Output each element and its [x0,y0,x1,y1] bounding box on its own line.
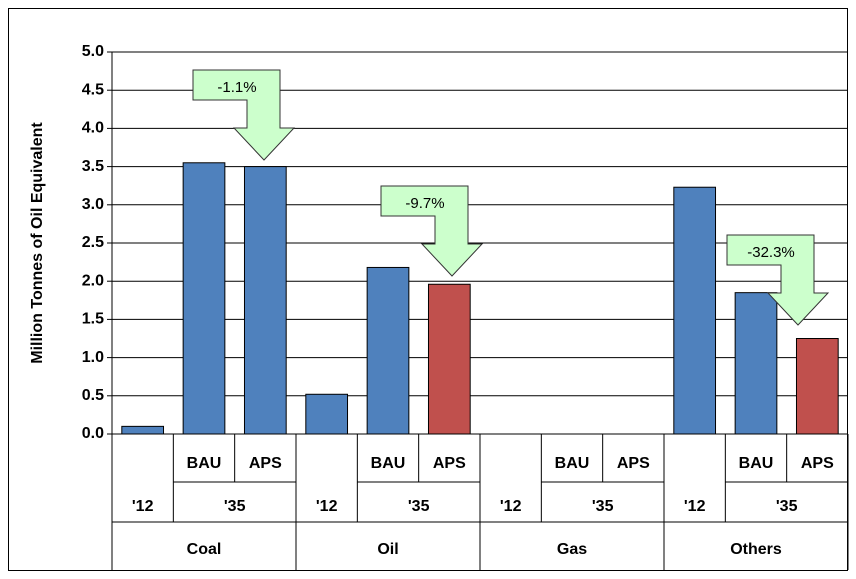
period-label: '12 [684,498,706,515]
period-label: '35 [224,498,246,515]
bar [121,425,165,435]
period-label: '12 [500,498,522,515]
period-label: '12 [132,498,154,515]
y-tick-label: 4.5 [82,81,104,98]
group-label: Others [730,541,782,558]
group-label: Coal [187,541,222,558]
bar [305,393,349,435]
y-tick-label: 2.5 [82,234,104,251]
bar [673,186,717,435]
group-label: Oil [377,541,398,558]
group-label: Gas [557,541,587,558]
y-tick-label: 3.5 [82,158,104,175]
bar [795,338,839,435]
y-axis-label: Million Tonnes of Oil Equivalent [29,122,46,364]
x-tick-label: BAU [555,455,590,472]
y-tick-label: 5.0 [82,43,104,60]
period-label: '35 [776,498,798,515]
period-label: '12 [316,498,338,515]
annotation-label: -1.1% [217,79,256,96]
y-tick-label: 1.5 [82,311,104,328]
y-tick-label: 2.0 [82,272,104,289]
period-label: '35 [592,498,614,515]
bar [427,283,471,435]
x-tick-label: APS [801,455,834,472]
x-tick-label: BAU [187,455,222,472]
x-tick-label: APS [433,455,466,472]
x-tick-label: BAU [371,455,406,472]
y-tick-label: 1.0 [82,349,104,366]
y-tick-label: 0.0 [82,425,104,442]
annotation-arrow [380,185,484,277]
annotation-arrow [726,234,830,326]
x-tick-label: APS [249,455,282,472]
period-label: '35 [408,498,430,515]
bar [734,292,778,435]
annotation-arrow [192,69,296,161]
bar [243,166,287,435]
bar [182,162,226,435]
y-tick-label: 4.0 [82,120,104,137]
annotation-label: -9.7% [405,195,444,212]
x-tick-label: BAU [739,455,774,472]
annotation-label: -32.3% [747,244,795,261]
y-tick-label: 3.0 [82,196,104,213]
chart-border [8,8,848,571]
x-tick-label: APS [617,455,650,472]
y-tick-label: 0.5 [82,387,104,404]
bar [366,266,410,435]
